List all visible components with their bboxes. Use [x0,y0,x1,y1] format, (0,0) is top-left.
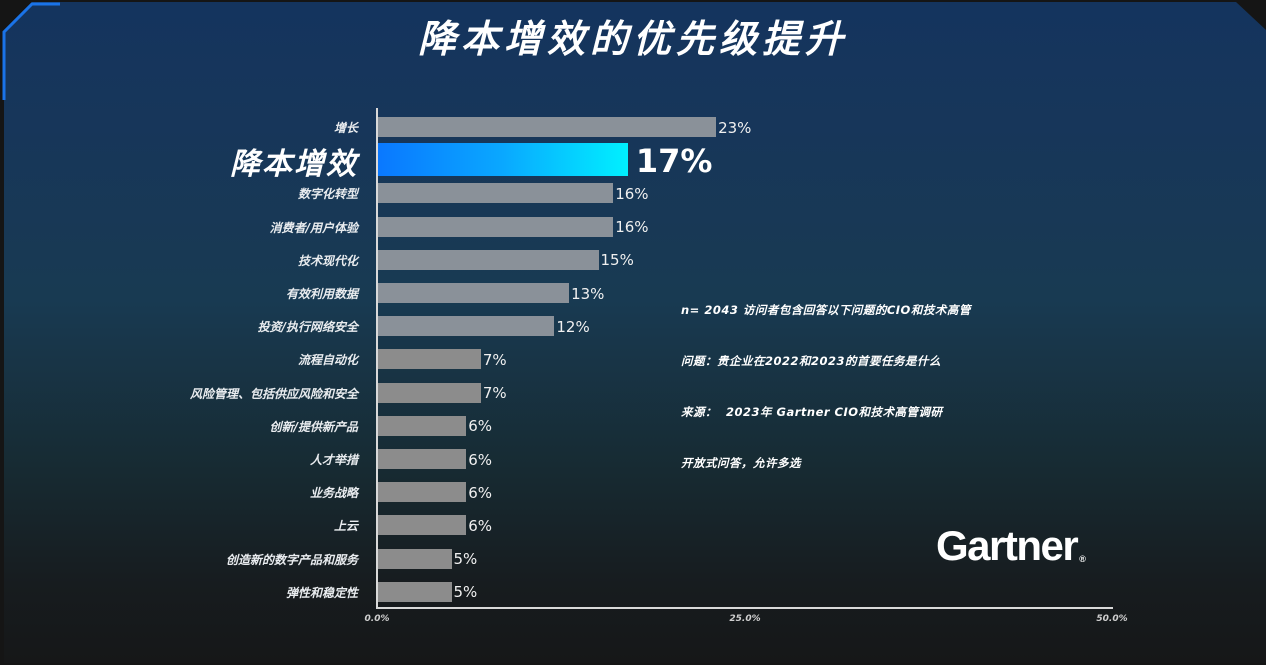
category-label: 投资/执行网络安全 [257,320,358,335]
bar-row: 创造新的数字产品和服务 5% [0,543,1266,576]
bar-row-highlighted: 降本增效 17% [0,141,1266,182]
bar [378,283,570,303]
value-label: 16% [615,184,649,203]
value-label: 7% [482,350,507,369]
bar [378,581,452,602]
bar-row: 技术现代化 15% [0,244,1266,277]
bar-row: 增长 23% [0,111,1266,144]
bar [378,548,452,569]
value-label: 5% [453,550,478,569]
value-label: 6% [468,483,492,502]
x-tick-50: 50.0% [1096,614,1128,624]
category-label: 创造新的数字产品和服务 [225,552,358,567]
bar-row: 创新/提供新产品 6% [0,410,1266,443]
category-label: 业务战略 [309,486,358,501]
bar-row: 有效利用数据 13% [0,277,1266,310]
bar [378,482,467,503]
bar [378,316,555,337]
bar [378,415,467,436]
bar [378,449,467,469]
value-label: 7% [482,384,507,403]
bar [378,183,614,204]
category-label: 有效利用数据 [285,287,358,301]
bar-row: 投资/执行网络安全 12% [0,310,1266,343]
gartner-logo: Gartner ® [936,522,1086,570]
logo-text: Gartner [936,522,1079,569]
notes-line-source: 来源： 2023年 Gartner CIO和技术高管调研 [681,405,943,419]
category-label: 降本增效 [230,146,358,182]
y-axis-line [376,108,378,608]
bar [378,349,481,370]
value-label: 13% [571,284,605,303]
value-label: 23% [718,118,752,137]
category-label: 技术现代化 [297,253,358,268]
value-label: 6% [468,516,492,535]
category-label: 数字化转型 [297,187,358,202]
category-label: 创新/提供新产品 [269,419,358,434]
value-label: 5% [453,583,478,602]
bar-row: 上云 6% [0,509,1266,542]
value-label: 6% [468,450,492,469]
x-axis-line [376,607,1113,609]
category-label: 上云 [333,519,358,534]
bar [378,117,717,137]
bar-row: 风险管理、包括供应风险和安全 7% [0,377,1266,410]
bar-row: 流程自动化 7% [0,343,1266,376]
value-label: 12% [556,317,590,336]
value-label: 15% [600,251,634,270]
value-label: 6% [468,417,492,436]
bar-row: 业务战略 6% [0,476,1266,509]
notes-line-method: 开放式问答，允许多选 [681,456,801,470]
value-label: 16% [615,218,649,237]
bar [378,515,467,536]
bar-row: 弹性和稳定性 5% [0,576,1266,609]
category-label: 弹性和稳定性 [285,585,358,600]
bar-row: 人才举措 6% [0,443,1266,476]
x-tick-0: 0.0% [364,614,390,624]
notes-line-sample: n= 2043 访问者包含回答以下问题的CIO和技术高管 [681,303,971,317]
bar-row: 消费者/用户体验 16% [0,211,1266,244]
category-label: 流程自动化 [297,353,358,368]
bar [378,143,628,177]
registered-mark: ® [1079,554,1086,564]
page-title: 降本增效的优先级提升 [417,17,848,61]
bar-row: 数字化转型 16% [0,177,1266,210]
value-label: 17% [635,141,713,180]
slide-panel [4,2,1266,663]
bar [378,382,481,403]
x-tick-25: 25.0% [729,614,761,624]
bar [378,216,614,237]
category-label: 增长 [333,121,358,135]
category-label: 消费者/用户体验 [269,220,358,235]
survey-notes: n= 2043 访问者包含回答以下问题的CIO和技术高管 问题：贵企业在2022… [681,268,971,489]
category-label: 风险管理、包括供应风险和安全 [189,386,358,401]
notes-line-question: 问题：贵企业在2022和2023的首要任务是什么 [681,354,942,368]
bar [378,249,599,270]
category-label: 人才举措 [309,453,358,467]
